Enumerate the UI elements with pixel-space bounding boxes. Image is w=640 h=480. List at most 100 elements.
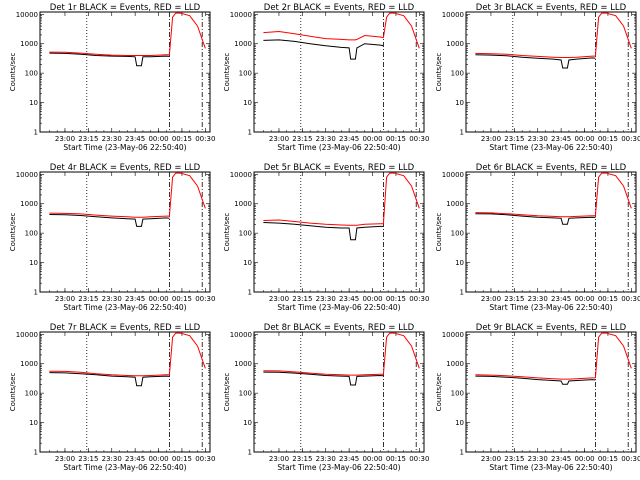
x-tick-label: 23:15 xyxy=(78,135,98,143)
series-group xyxy=(49,172,206,227)
x-tick-label: 00:30 xyxy=(409,135,429,143)
y-tick-label: 100 xyxy=(239,230,252,238)
series-group xyxy=(49,332,206,387)
x-axis-label: Start Time (23-May-06 22:50:40) xyxy=(63,143,186,152)
y-axis-label: Counts/sec xyxy=(435,373,443,412)
x-tick-label: 23:00 xyxy=(55,295,75,303)
x-tick-label: 00:00 xyxy=(362,135,382,143)
y-tick-label: 1000 xyxy=(20,200,38,208)
series-line-flare xyxy=(382,172,420,224)
x-tick-label: 23:30 xyxy=(316,135,336,143)
detector-panel-8: Det 8r BLACK = Events, RED = LLD 1 10 100 10… xyxy=(223,323,429,472)
x-tick-label: 00:30 xyxy=(409,455,429,463)
x-tick-label: 23:15 xyxy=(292,455,312,463)
detector-panel-5: Det 5r BLACK = Events, RED = LLD 1 10 100 10… xyxy=(223,163,429,312)
series-line-flare xyxy=(594,332,632,378)
x-tick-label: 23:45 xyxy=(551,295,571,303)
series-line-events xyxy=(49,52,170,67)
x-axis-label: Start Time (23-May-06 22:50:40) xyxy=(63,303,186,312)
panel-frame xyxy=(465,331,637,453)
y-tick-label: 1 xyxy=(34,129,38,137)
y-axis-label: Counts/sec xyxy=(9,373,17,412)
panel-frame xyxy=(253,171,425,293)
y-tick-label: 10000 xyxy=(16,331,38,339)
series-line-lld xyxy=(49,370,170,377)
x-axis-label: Start Time (23-May-06 22:50:40) xyxy=(277,143,400,152)
y-tick-label: 10000 xyxy=(230,11,252,19)
series-group xyxy=(475,12,632,69)
y-tick-label: 1 xyxy=(460,449,464,457)
y-tick-label: 1 xyxy=(34,449,38,457)
x-tick-label: 23:30 xyxy=(102,295,122,303)
panel-title: Det 5r BLACK = Events, RED = LLD xyxy=(264,163,415,173)
x-tick-label: 00:30 xyxy=(621,455,640,463)
x-axis-label: Start Time (23-May-06 22:50:40) xyxy=(277,303,400,312)
y-tick-label: 10 xyxy=(455,259,464,267)
x-tick-label: 00:30 xyxy=(409,295,429,303)
y-axis-label: Counts/sec xyxy=(9,213,17,252)
y-tick-label: 1000 xyxy=(234,40,252,48)
detector-panel-4: Det 4r BLACK = Events, RED = LLD 1 10 100 10… xyxy=(9,163,215,312)
x-tick-label: 23:30 xyxy=(102,455,122,463)
x-tick-label: 23:45 xyxy=(125,455,145,463)
panel-title: Det 4r BLACK = Events, RED = LLD xyxy=(50,163,201,173)
x-tick-label: 00:00 xyxy=(362,295,382,303)
y-tick-label: 10000 xyxy=(230,331,252,339)
series-line-lld xyxy=(475,52,596,58)
y-tick-label: 1 xyxy=(34,289,38,297)
x-tick-label: 23:45 xyxy=(125,295,145,303)
series-line-events xyxy=(263,39,384,60)
x-tick-label: 23:00 xyxy=(55,455,75,463)
x-tick-label: 23:00 xyxy=(269,455,289,463)
y-axis-label: Counts/sec xyxy=(223,373,231,412)
x-tick-label: 23:00 xyxy=(481,135,501,143)
y-tick-label: 1000 xyxy=(234,360,252,368)
y-tick-label: 1 xyxy=(248,129,252,137)
detector-panel-3: Det 3r BLACK = Events, RED = LLD 1 10 100 10… xyxy=(435,3,640,152)
x-tick-label: 00:15 xyxy=(172,295,192,303)
x-tick-label: 23:30 xyxy=(316,455,336,463)
series-group xyxy=(49,12,206,67)
x-axis-label: Start Time (23-May-06 22:50:40) xyxy=(489,463,612,472)
series-line-lld xyxy=(475,212,596,218)
series-line-events xyxy=(475,213,596,225)
y-axis-label: Counts/sec xyxy=(223,53,231,92)
x-tick-label: 00:00 xyxy=(574,295,594,303)
x-tick-label: 23:00 xyxy=(481,455,501,463)
y-tick-label: 100 xyxy=(25,230,38,238)
series-line-flare xyxy=(594,172,632,216)
y-tick-label: 1 xyxy=(460,129,464,137)
series-line-lld xyxy=(49,212,170,218)
series-line-flare xyxy=(382,12,420,49)
y-tick-label: 10000 xyxy=(16,11,38,19)
y-tick-label: 10 xyxy=(29,259,38,267)
y-tick-label: 10000 xyxy=(16,171,38,179)
panel-frame xyxy=(253,331,425,453)
x-tick-label: 23:00 xyxy=(269,295,289,303)
series-group xyxy=(263,172,420,241)
x-axis-label: Start Time (23-May-06 22:50:40) xyxy=(489,143,612,152)
x-tick-label: 00:30 xyxy=(195,295,215,303)
series-line-events xyxy=(475,375,596,385)
x-tick-label: 00:00 xyxy=(148,135,168,143)
y-tick-label: 100 xyxy=(451,70,464,78)
y-tick-label: 1 xyxy=(248,289,252,297)
x-tick-label: 00:00 xyxy=(148,295,168,303)
y-tick-label: 10 xyxy=(243,419,252,427)
panel-frame xyxy=(39,11,211,133)
x-tick-label: 23:45 xyxy=(339,295,359,303)
x-tick-label: 00:15 xyxy=(598,135,618,143)
y-tick-label: 10000 xyxy=(442,11,464,19)
series-group xyxy=(263,332,420,386)
x-tick-label: 23:00 xyxy=(481,295,501,303)
y-tick-label: 1000 xyxy=(446,200,464,208)
panel-frame xyxy=(465,11,637,133)
x-tick-label: 00:30 xyxy=(621,135,640,143)
series-line-lld xyxy=(263,30,384,41)
series-line-flare xyxy=(382,332,420,375)
x-tick-label: 23:00 xyxy=(55,135,75,143)
detector-panel-9: Det 9r BLACK = Events, RED = LLD 1 10 100 10… xyxy=(435,323,640,472)
y-tick-label: 10 xyxy=(29,419,38,427)
x-tick-label: 23:30 xyxy=(102,135,122,143)
series-line-lld xyxy=(49,51,170,56)
